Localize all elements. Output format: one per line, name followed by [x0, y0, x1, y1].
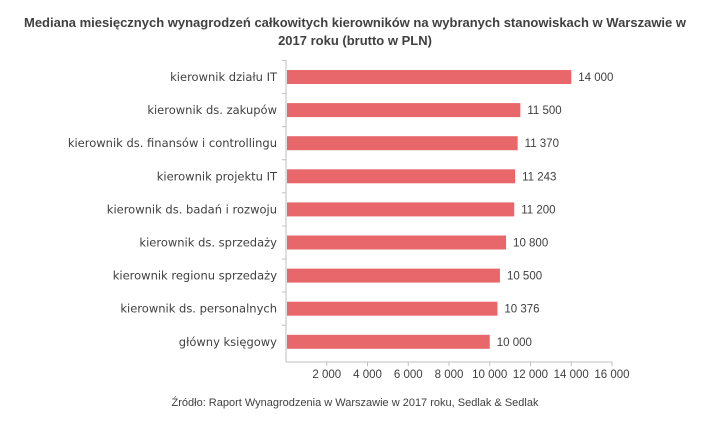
bar: [287, 136, 518, 151]
bar: [287, 301, 498, 316]
source-note: Źródło: Raport Wynagrodzenia w Warszawie…: [171, 397, 539, 409]
x-tick-label: 16 000: [594, 369, 629, 381]
bar: [287, 103, 521, 118]
data-label: 14 000: [578, 72, 613, 84]
x-tick-label: 2 000: [312, 369, 341, 381]
data-label: 11 500: [527, 105, 561, 117]
category-label: kierownik projektu IT: [157, 169, 278, 183]
category-label: główny księgowy: [179, 335, 277, 349]
x-tick-label: 8 000: [435, 369, 464, 381]
x-tick-label: 12 000: [513, 369, 548, 381]
data-label: 10 000: [497, 337, 532, 349]
x-tick-label: 6 000: [394, 369, 423, 381]
bar: [287, 169, 516, 184]
x-tick-label: 10 000: [472, 369, 507, 381]
bar: [287, 202, 515, 217]
category-label: kierownik ds. zakupów: [147, 103, 277, 117]
data-label: 11 243: [522, 171, 556, 183]
category-label: kierownik działu IT: [170, 70, 278, 84]
bar: [287, 70, 572, 84]
data-label: 11 370: [525, 138, 559, 150]
data-label: 11 200: [521, 204, 555, 216]
category-label: kierownik ds. sprzedaży: [139, 236, 277, 250]
category-label: kierownik regionu sprzedaży: [113, 269, 277, 283]
chart-title: Mediana miesięcznych wynagrodzeń całkowi…: [23, 15, 686, 48]
data-label: 10 376: [504, 304, 539, 316]
bar: [287, 235, 507, 250]
category-label: kierownik ds. badań i rozwoju: [107, 202, 277, 216]
bar: [287, 334, 490, 349]
x-tick-label: 4 000: [353, 369, 382, 381]
data-label: 10 500: [507, 271, 542, 283]
category-label: kierownik ds. finansów i controllingu: [68, 136, 277, 150]
category-label: kierownik ds. personalnych: [120, 302, 277, 316]
data-label: 10 800: [513, 238, 548, 250]
bar: [287, 268, 500, 283]
x-tick-label: 14 000: [554, 369, 589, 381]
